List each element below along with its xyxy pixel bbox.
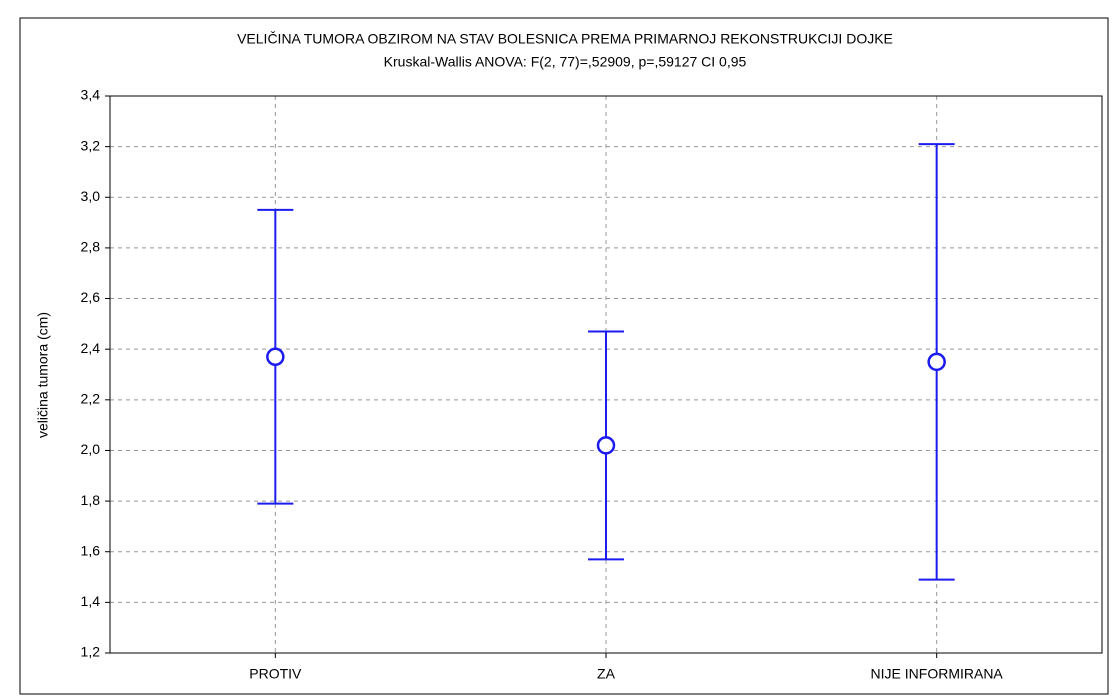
x-tick-label: ZA xyxy=(597,666,616,682)
y-tick-label: 2,8 xyxy=(81,239,101,255)
y-tick-label: 2,6 xyxy=(81,289,101,305)
y-tick-label: 3,2 xyxy=(81,137,101,153)
x-tick-label: PROTIV xyxy=(249,666,302,682)
y-axis-label: veličina tumora (cm) xyxy=(35,312,51,438)
frame xyxy=(19,17,1109,695)
chart-subtitle: Kruskal-Wallis ANOVA: F(2, 77)=,52909, p… xyxy=(384,54,747,70)
y-tick-label: 1,2 xyxy=(81,644,101,660)
y-tick-label: 1,8 xyxy=(81,492,101,508)
y-tick-label: 3,0 xyxy=(81,188,101,204)
y-tick-label: 2,4 xyxy=(81,340,101,356)
y-tick-label: 2,0 xyxy=(81,441,101,457)
mean-marker xyxy=(266,347,285,367)
y-tick-label: 2,2 xyxy=(81,391,101,407)
mean-marker xyxy=(596,436,616,455)
plot-area xyxy=(109,95,1103,654)
y-tick-label: 1,4 xyxy=(81,593,101,609)
y-tick-label: 3,4 xyxy=(81,87,101,103)
chart-title: VELIČINA TUMORA OBZIROM NA STAV BOLESNIC… xyxy=(237,31,893,47)
x-tick-label: NIJE INFORMIRANA xyxy=(871,666,1004,682)
mean-marker xyxy=(927,352,946,372)
y-tick-label: 1,6 xyxy=(81,542,101,558)
